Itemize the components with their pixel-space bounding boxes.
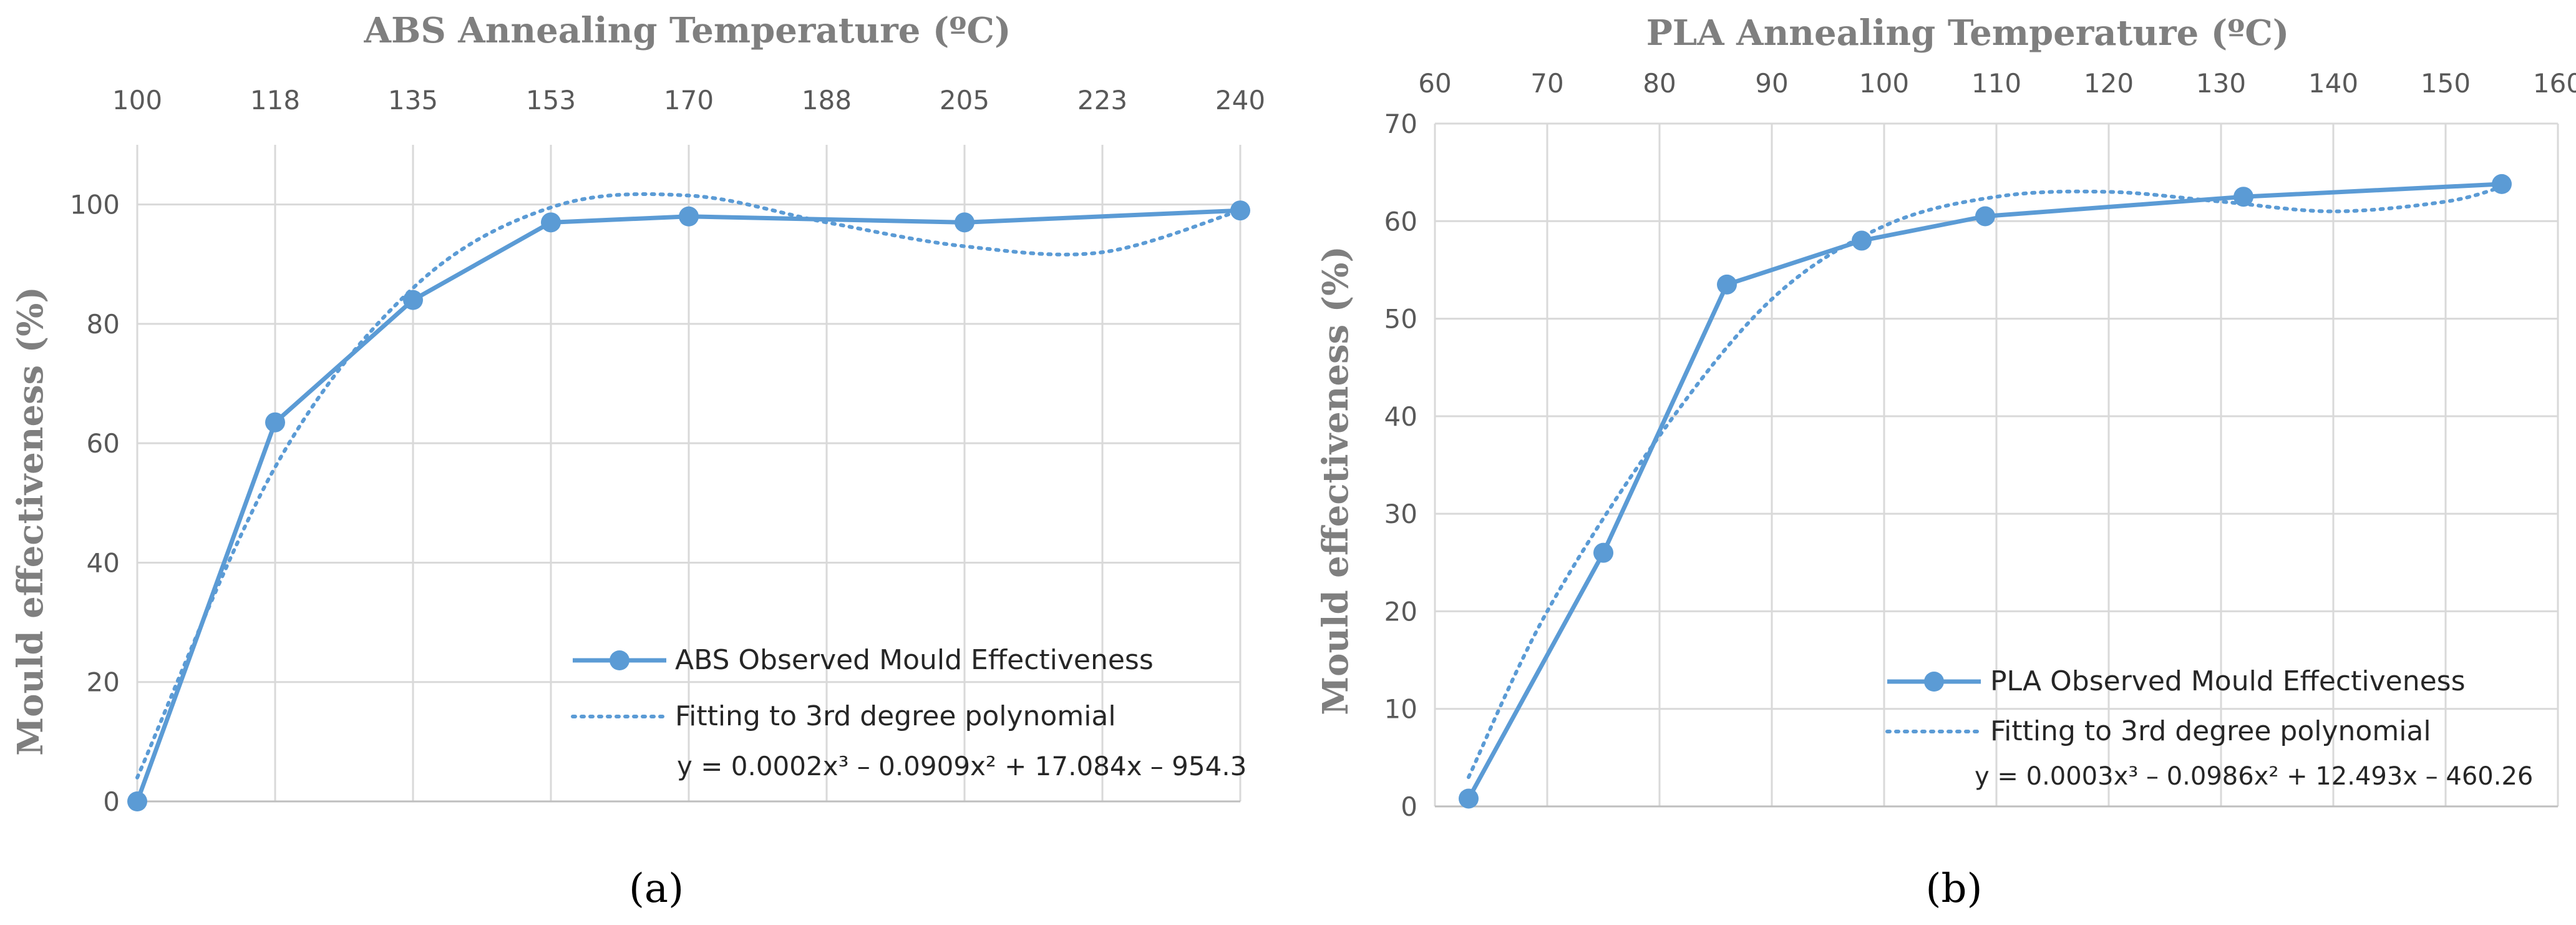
data-point [2492, 174, 2512, 194]
x-tick-labels: 60 70 80 90 100 110 120 130 140 150 160 [1418, 68, 2576, 99]
y-tick-label: 20 [87, 667, 120, 698]
x-tick-label: 80 [1643, 68, 1676, 99]
data-point [1459, 788, 1479, 809]
data-point [403, 290, 423, 310]
x-tick-label: 160 [2533, 68, 2576, 99]
data-point [1975, 206, 1995, 227]
legend-label-observed: ABS Observed Mould Effectiveness [675, 644, 1154, 676]
y-tick-label: 100 [70, 190, 120, 220]
y-tick-label: 60 [87, 428, 120, 459]
legend-marker-observed [1924, 672, 1944, 692]
y-tick-label: 40 [87, 547, 120, 578]
y-tick-label: 10 [1384, 694, 1417, 725]
x-tick-label: 60 [1418, 68, 1451, 99]
fit-equation: y = 0.0003x³ – 0.0986x² + 12.493x – 460.… [1975, 762, 2533, 791]
x-tick-label: 223 [1077, 85, 1127, 115]
data-point [1852, 230, 1872, 251]
x-tick-label: 150 [2421, 68, 2471, 99]
data-point [541, 212, 561, 233]
legend-label-fit: Fitting to 3rd degree polynomial [675, 700, 1116, 732]
data-point [265, 412, 285, 433]
x-tick-label: 140 [2308, 68, 2358, 99]
y-tick-label: 70 [1384, 109, 1417, 139]
chart-panel-a: 100 118 135 153 170 188 205 223 240 0 20 40 60 80 100… [10, 10, 1265, 912]
data-point [679, 206, 699, 227]
y-tick-label: 0 [1401, 791, 1417, 822]
observed-markers [1459, 174, 2512, 809]
x-tick-label: 100 [112, 85, 162, 115]
y-axis-title: Mould effectiveness (%) [10, 286, 51, 756]
data-point [127, 791, 147, 811]
data-point [2233, 187, 2253, 207]
panel-label-b: (b) [1926, 866, 1983, 912]
gridlines [136, 145, 1242, 801]
observed-line [1466, 182, 2502, 800]
x-tick-label: 170 [664, 85, 714, 115]
panel-label-a: (a) [629, 866, 684, 912]
x-tick-label: 70 [1530, 68, 1563, 99]
y-tick-labels: 0 10 20 30 40 50 60 70 [1384, 109, 1417, 822]
x-tick-label: 118 [250, 85, 300, 115]
x-tick-label: 240 [1215, 85, 1265, 115]
x-tick-label: 188 [802, 85, 852, 115]
x-tick-label: 153 [526, 85, 576, 115]
x-tick-label: 110 [1971, 68, 2021, 99]
x-tick-labels: 100 118 135 153 170 188 205 223 240 [112, 85, 1265, 115]
x-tick-label: 130 [2196, 68, 2246, 99]
gridlines [1434, 122, 2559, 806]
legend-label-fit: Fitting to 3rd degree polynomial [1990, 715, 2431, 747]
legend-marker-observed [610, 650, 629, 670]
x-tick-label: 100 [1859, 68, 1909, 99]
x-tick-label: 135 [388, 85, 438, 115]
legend: PLA Observed Mould Effectiveness Fitting… [1885, 665, 2533, 791]
x-tick-label: 120 [2084, 68, 2134, 99]
legend-label-observed: PLA Observed Mould Effectiveness [1990, 665, 2466, 697]
x-tick-label: 205 [940, 85, 989, 115]
y-tick-label: 0 [103, 786, 120, 817]
y-tick-label: 80 [87, 309, 120, 340]
fit-curve [135, 192, 1242, 780]
fit-curve [1467, 185, 2504, 780]
y-axis-title: Mould effectiveness (%) [1315, 246, 1356, 715]
fit-equation: y = 0.0002x³ – 0.0909x² + 17.084x – 954.… [677, 751, 1247, 781]
y-tick-label: 50 [1384, 304, 1417, 335]
x-axis-title: ABS Annealing Temperature (ºC) [364, 10, 1011, 51]
y-tick-label: 60 [1384, 206, 1417, 237]
y-tick-label: 30 [1384, 499, 1417, 529]
data-point [1230, 200, 1250, 221]
y-tick-labels: 0 20 40 60 80 100 [70, 190, 120, 817]
chart-panel-b: 60 70 80 90 100 110 120 130 140 150 160 0102030405… [1315, 12, 2576, 912]
data-point [955, 212, 975, 233]
x-axis-title: PLA Annealing Temperature (ºC) [1646, 12, 2290, 54]
data-point [1593, 542, 1613, 563]
observed-markers [127, 200, 1250, 811]
legend: ABS Observed Mould Effectiveness Fitting… [571, 644, 1247, 781]
x-tick-label: 90 [1755, 68, 1788, 99]
data-point [1717, 274, 1737, 295]
y-tick-label: 40 [1384, 401, 1417, 432]
y-tick-label: 20 [1384, 596, 1417, 627]
